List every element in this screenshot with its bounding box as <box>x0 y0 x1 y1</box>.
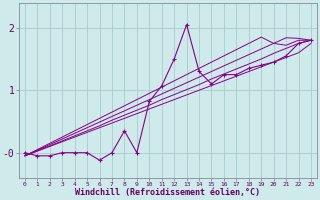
X-axis label: Windchill (Refroidissement éolien,°C): Windchill (Refroidissement éolien,°C) <box>76 188 260 197</box>
